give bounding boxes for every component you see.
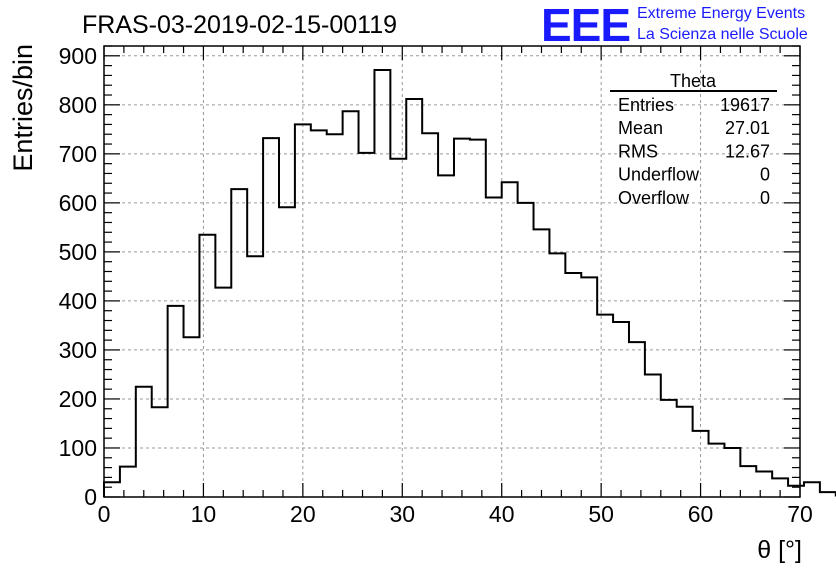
x-tick-label: 20	[290, 501, 316, 527]
x-tick-label: 60	[688, 501, 714, 527]
x-axis-ticks: 0 10 20 30 40 50 60 70	[98, 46, 813, 527]
stats-row-value: 19617	[720, 95, 770, 115]
y-axis-ticks: 0 100 200 300 400 500 600 700 800 900	[59, 43, 800, 510]
chart-title: FRAS-03-2019-02-15-00119	[82, 11, 397, 39]
x-tick-label: 50	[588, 501, 614, 527]
y-tick-label: 600	[59, 190, 97, 216]
eee-logo-text: EEE	[541, 0, 630, 51]
y-axis-label: Entries/bin	[8, 44, 38, 172]
y-tick-label: 200	[59, 386, 97, 412]
x-tick-label: 10	[191, 501, 217, 527]
stats-row-value: 12.67	[725, 141, 770, 161]
y-tick-label: 300	[59, 337, 97, 363]
stats-row-label: Mean	[618, 118, 663, 138]
plot-frame	[103, 45, 801, 498]
y-tick-label: 100	[59, 435, 97, 461]
stats-row-label: Underflow	[618, 165, 700, 185]
y-tick-label: 900	[59, 43, 97, 69]
x-axis-label: θ [°]	[757, 536, 802, 564]
y-tick-label: 700	[59, 141, 97, 167]
y-tick-label: 0	[84, 484, 97, 510]
stats-row-label: RMS	[618, 141, 658, 161]
eee-logo-line1: Extreme Energy Events	[637, 5, 805, 22]
stats-row-value: 0	[760, 188, 770, 208]
y-tick-label: 800	[59, 92, 97, 118]
x-tick-label: 70	[787, 501, 813, 527]
x-tick-label: 30	[389, 501, 415, 527]
y-tick-label: 500	[59, 239, 97, 265]
histogram-line	[103, 69, 836, 497]
stats-box: Theta Entries 19617 Mean 27.01 RMS 12.67 Under…	[610, 71, 777, 208]
eee-logo: EEE Extreme Energy Events La Scienza nel…	[541, 0, 808, 51]
grid-lines	[104, 46, 800, 497]
stats-row-label: Entries	[618, 95, 674, 115]
y-tick-label: 400	[59, 288, 97, 314]
x-tick-label: 0	[98, 501, 111, 527]
stats-row-label: Overflow	[618, 188, 690, 208]
stats-box-title: Theta	[670, 71, 717, 91]
eee-logo-line2: La Scienza nelle Scuole	[637, 26, 808, 43]
stats-row-value: 27.01	[725, 118, 770, 138]
x-tick-label: 40	[489, 501, 515, 527]
stats-row-value: 0	[760, 165, 770, 185]
